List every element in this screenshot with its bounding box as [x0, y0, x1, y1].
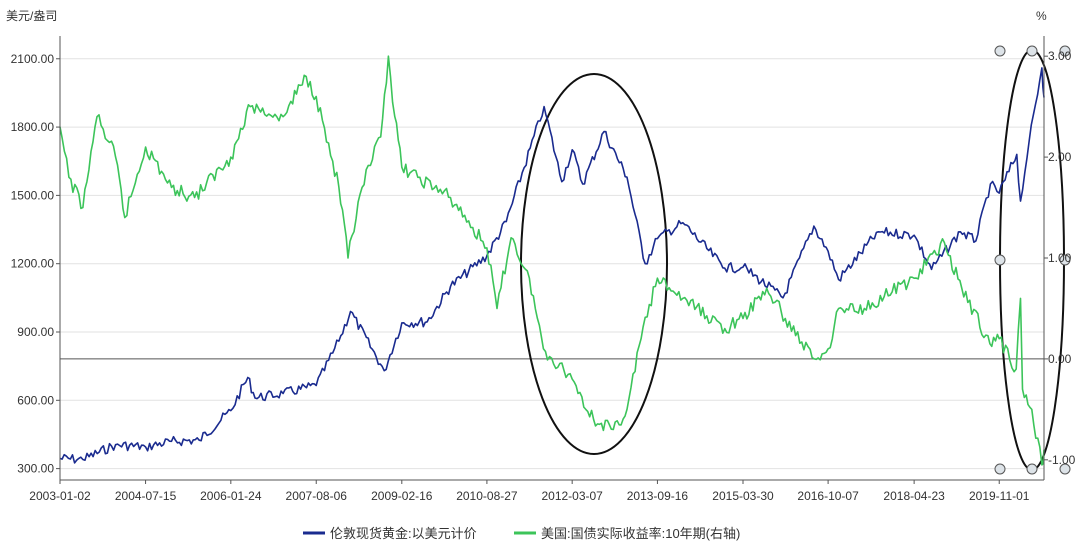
right-tick-label: 2.00	[1048, 150, 1072, 164]
selection-handle[interactable]	[994, 254, 1006, 266]
series-layer	[59, 55, 1045, 466]
axis-layer: 美元/盎司 %	[6, 9, 1047, 481]
x-tick-label: 2003-01-02	[29, 489, 91, 503]
selection-handle[interactable]	[1059, 463, 1071, 475]
left-tick-label: 1800.00	[11, 120, 55, 134]
selection-handle[interactable]	[994, 45, 1006, 57]
left-tick-label: 1200.00	[11, 257, 55, 271]
selection-handle[interactable]	[1059, 254, 1071, 266]
tick-layer: 300.00 600.00 900.00 1200.00 1500.00 1800.00 2…	[11, 49, 1076, 503]
legend-label-gold: 伦敦现货黄金:以美元计价	[330, 526, 477, 541]
x-tick-label: 2018-04-23	[883, 489, 945, 503]
grid-layer	[60, 58, 1044, 470]
right-tick-label: -1.00	[1048, 453, 1076, 467]
legend-label-real-yield: 美国:国债实际收益率:10年期(右轴)	[541, 526, 740, 541]
selection-handle[interactable]	[994, 463, 1006, 475]
left-tick-label: 600.00	[17, 393, 54, 407]
left-tick-label: 2100.00	[11, 52, 55, 66]
right-tick-label: 3.00	[1048, 49, 1072, 63]
right-axis-unit: %	[1036, 9, 1047, 23]
left-tick-label: 900.00	[17, 325, 54, 339]
x-tick-label: 2019-11-01	[969, 489, 1030, 503]
x-tick-label: 2010-08-27	[456, 489, 518, 503]
annotation-layer	[520, 45, 1071, 475]
selection-handle[interactable]	[1026, 463, 1038, 475]
left-tick-label: 1500.00	[11, 188, 55, 202]
selection-handle[interactable]	[1059, 45, 1071, 57]
x-tick-label: 2013-09-16	[627, 489, 689, 503]
legend: 伦敦现货黄金:以美元计价 美国:国债实际收益率:10年期(右轴)	[303, 526, 740, 541]
right-tick-label: 1.00	[1048, 251, 1072, 265]
series-line-gold	[59, 67, 1045, 464]
x-tick-label: 2004-07-15	[115, 489, 177, 503]
left-tick-label: 300.00	[17, 462, 54, 476]
x-tick-label: 2012-03-07	[541, 489, 603, 503]
series-line-real-yield	[59, 55, 1045, 466]
x-tick-label: 2009-02-16	[371, 489, 433, 503]
left-axis-unit: 美元/盎司	[6, 9, 57, 23]
x-tick-label: 2015-03-30	[712, 489, 774, 503]
x-tick-label: 2007-08-06	[286, 489, 348, 503]
x-tick-label: 2016-10-07	[797, 489, 859, 503]
x-tick-label: 2006-01-24	[200, 489, 262, 503]
selection-handle[interactable]	[1026, 45, 1038, 57]
right-tick-label: 0.00	[1048, 352, 1072, 366]
